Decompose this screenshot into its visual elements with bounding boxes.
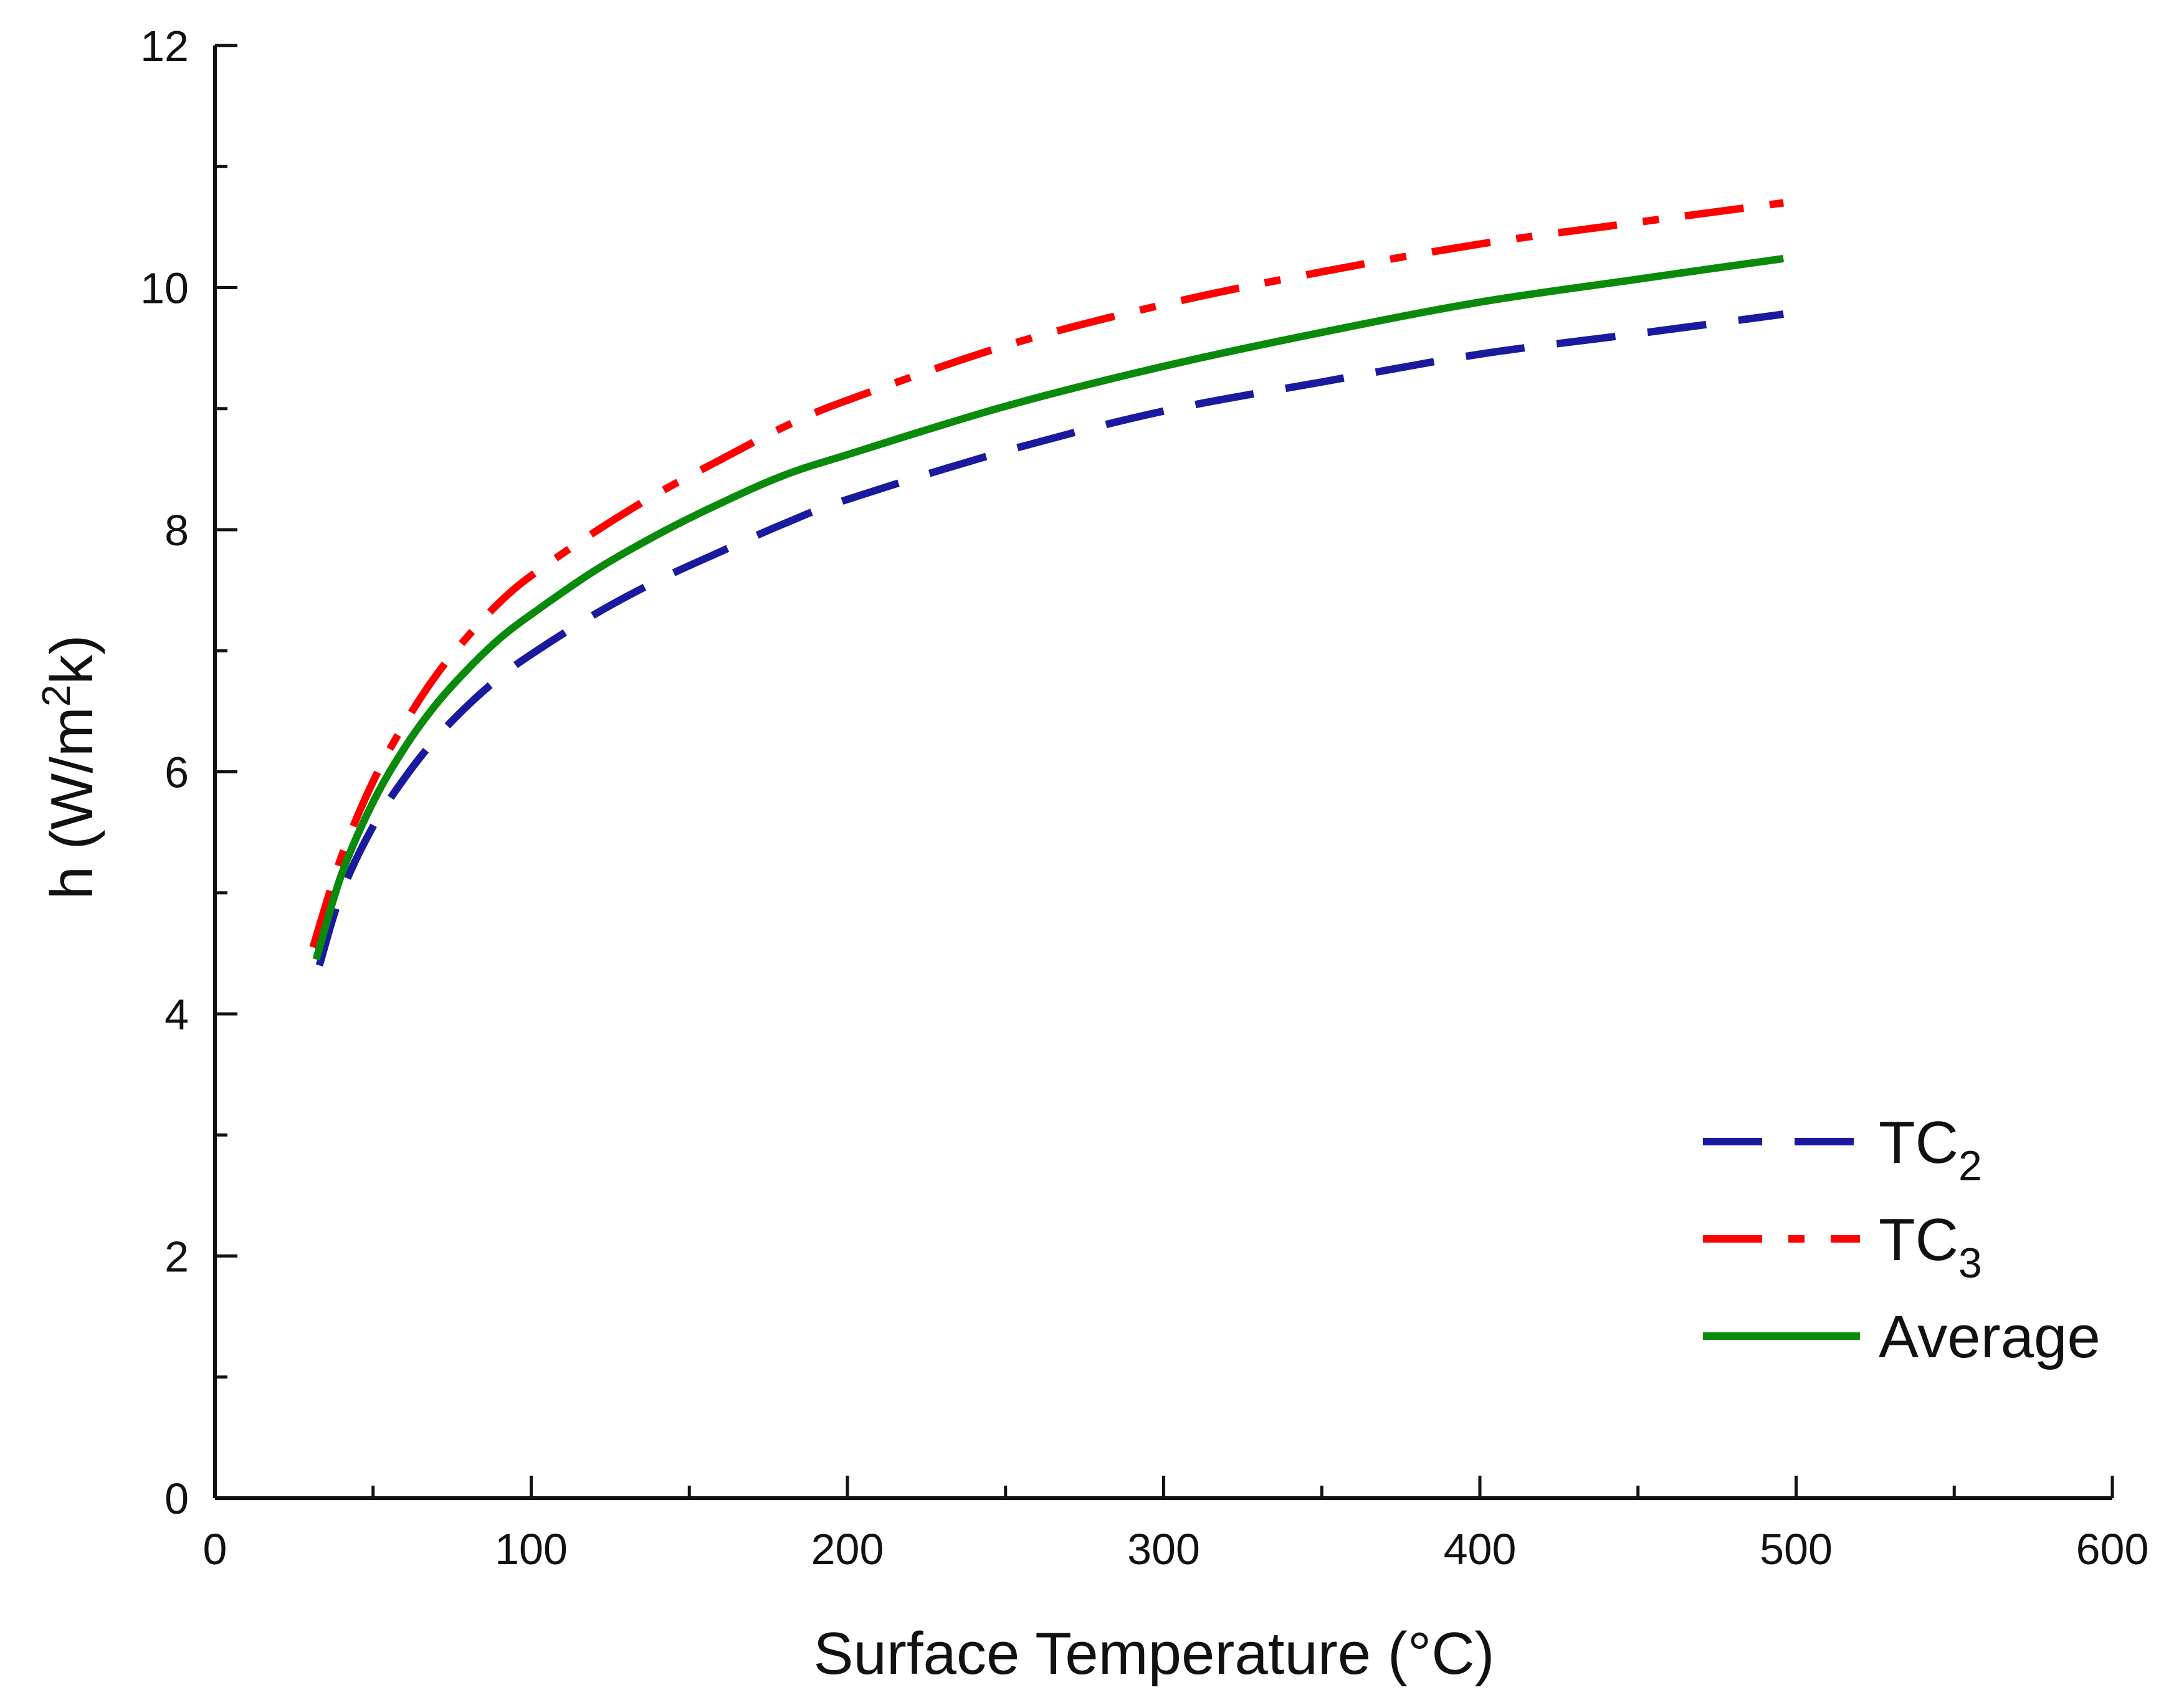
series-average-line	[312, 254, 1785, 961]
x-tick-label-200: 200	[811, 1525, 884, 1574]
legend-label-tc2-main: TC	[1879, 1109, 1958, 1176]
x-tick-label-500: 500	[1760, 1525, 1833, 1574]
y-tick-label-2: 2	[165, 1233, 189, 1281]
y-axis-title-tail: k)	[39, 635, 105, 685]
y-tick-label-4: 4	[165, 990, 189, 1039]
legend-label-tc3-subscript: 3	[1958, 1239, 1982, 1287]
plot-curves	[309, 199, 1785, 967]
y-axis-title: h (W/m2k)	[34, 635, 105, 900]
axis-ticks	[213, 44, 2114, 1500]
y-tick-label-10: 10	[140, 264, 189, 313]
axes	[213, 45, 2112, 1500]
y-tick-label-6: 6	[165, 748, 189, 797]
legend: TC2 TC3 Average	[1703, 1109, 2101, 1370]
legend-label-tc2: TC2	[1879, 1109, 1982, 1190]
y-tick-label-12: 12	[140, 22, 189, 70]
y-tick-label-8: 8	[165, 506, 189, 555]
axis-tick-labels: 0 100 200 300 400 500 600 0 2 4 6 8 10 12	[140, 22, 2148, 1574]
x-axis-title: Surface Temperature (°C)	[813, 1620, 1494, 1687]
x-tick-label-300: 300	[1127, 1525, 1200, 1574]
series-tc3-line	[309, 199, 1784, 948]
x-tick-label-0: 0	[203, 1525, 227, 1574]
series-tc2-line	[315, 310, 1784, 967]
y-tick-label-0: 0	[165, 1474, 189, 1523]
legend-label-tc3-main: TC	[1879, 1206, 1958, 1273]
x-tick-label-100: 100	[495, 1525, 568, 1574]
x-tick-label-600: 600	[2076, 1525, 2149, 1574]
y-axis-title-main: h (W/m	[39, 707, 105, 899]
legend-label-tc2-subscript: 2	[1958, 1142, 1982, 1190]
legend-label-tc3: TC3	[1879, 1206, 1982, 1287]
legend-label-average: Average	[1879, 1304, 2101, 1370]
y-axis-title-superscript: 2	[34, 685, 79, 707]
x-tick-label-400: 400	[1444, 1525, 1517, 1574]
